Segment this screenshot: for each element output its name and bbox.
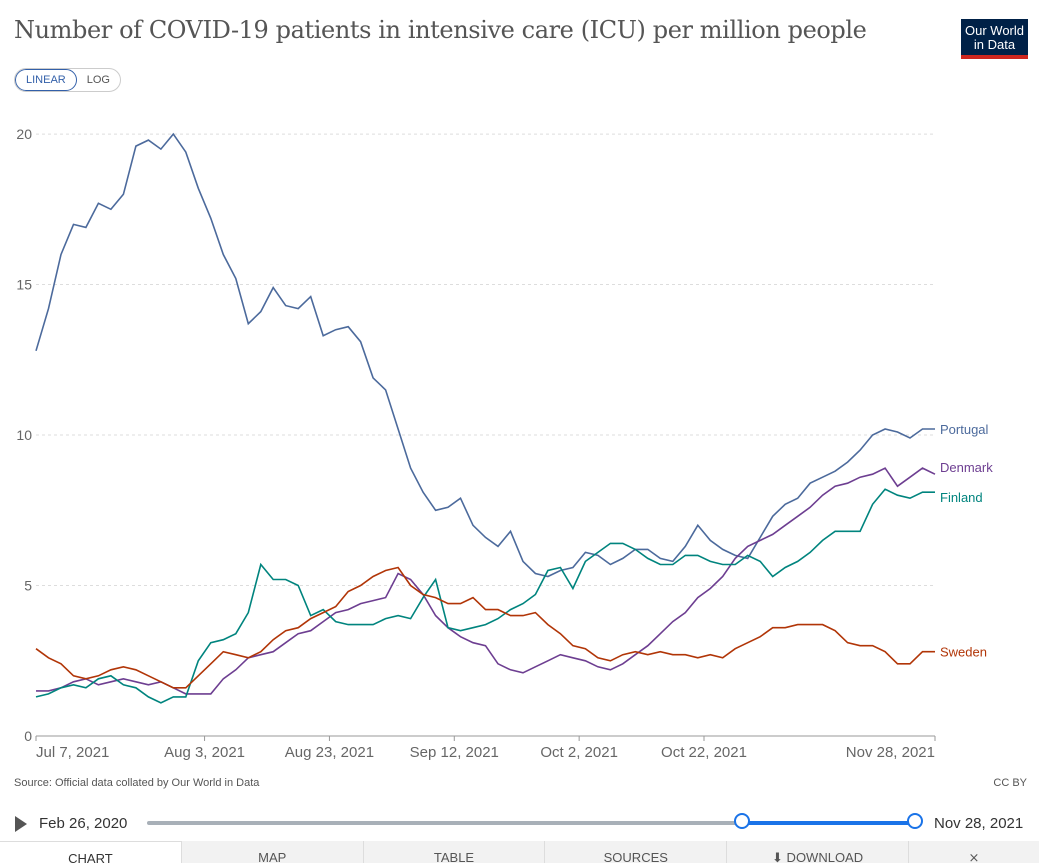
tab-table[interactable]: TABLE [362,841,545,863]
license-link[interactable]: CC BY [993,777,1027,789]
play-icon[interactable] [15,816,27,832]
x-tick-label: Oct 22, 2021 [661,744,747,761]
y-tick-label: 20 [16,126,32,142]
series-line-finland [35,488,935,704]
series-label-portugal: Portugal [940,422,989,437]
tab-map[interactable]: MAP [180,841,363,863]
logo-line-2: in Data [973,37,1016,52]
tab-chart[interactable]: CHART [0,841,181,863]
series-line-denmark [36,467,936,695]
tab-sources[interactable]: SOURCES [544,841,726,863]
y-tick-label: 5 [24,578,32,594]
timeline-end-handle[interactable] [907,813,923,829]
linear-scale-button[interactable]: LINEAR [15,69,77,91]
timeline-start-label: Feb 26, 2020 [39,815,128,832]
timeline-end-label: Nov 28, 2021 [934,815,1024,832]
series-line-sweden [35,566,935,689]
share-icon[interactable]: ⨯ [907,841,1039,863]
series-label-finland: Finland [940,490,983,505]
timeline-track[interactable] [147,821,917,825]
line-chart-svg: 0 5 10 15 20 Jul 7, 2021 Aug 3, 2021 Aug 23, 20… [16,126,993,761]
timeline-start-handle[interactable] [734,813,750,829]
logo-line-1: Our World [965,23,1024,38]
timeline-selected-range [742,821,917,825]
chart-title: Number of COVID-19 patients in intensive… [14,16,867,44]
x-tick-label: Sep 12, 2021 [410,744,499,761]
x-tick-label: Nov 28, 2021 [846,744,935,761]
y-tick-label: 0 [24,728,32,744]
owid-logo[interactable]: Our World in Data [961,19,1028,59]
bottom-tabs: CHART MAP TABLE SOURCES ⬇ DOWNLOAD ⨯ [0,841,1039,863]
scale-toggle: LINEAR LOG [14,68,121,92]
log-scale-button[interactable]: LOG [86,74,110,86]
series-line-portugal [35,132,935,578]
chart-area: 0 5 10 15 20 Jul 7, 2021 Aug 3, 2021 Aug 23, 20… [0,100,1039,770]
series-label-denmark: Denmark [940,460,993,475]
source-note: Source: Official data collated by Our Wo… [14,777,260,789]
tab-download[interactable]: ⬇ DOWNLOAD [726,841,908,863]
x-tick-label: Aug 3, 2021 [164,744,245,761]
timeline-slider: Feb 26, 2020 Nov 28, 2021 [0,805,1039,841]
series-label-sweden: Sweden [940,645,987,660]
x-tick-label: Jul 7, 2021 [36,744,109,761]
y-tick-label: 15 [16,277,32,293]
x-tick-label: Aug 23, 2021 [285,744,374,761]
y-tick-label: 10 [16,427,32,443]
x-tick-label: Oct 2, 2021 [540,744,618,761]
